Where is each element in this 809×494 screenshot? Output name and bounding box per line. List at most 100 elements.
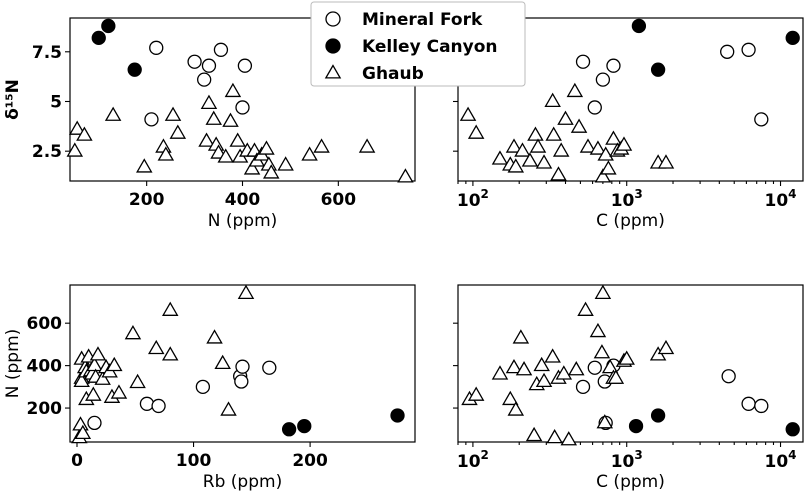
legend-label: Mineral Fork xyxy=(362,10,483,30)
x-tick-label: 200 xyxy=(292,451,328,471)
data-point-ghaub xyxy=(161,346,179,361)
x-tick-exponent: 4 xyxy=(788,448,796,462)
chart-panel-top-right: 102 103 104 C (ppm) xyxy=(453,17,804,231)
data-point-mineral-fork xyxy=(87,415,102,431)
data-point-ghaub xyxy=(512,329,530,344)
data-point-mineral-fork xyxy=(195,379,211,394)
data-point-ghaub xyxy=(657,154,675,169)
data-point-ghaub xyxy=(615,136,633,151)
data-point-mineral-fork xyxy=(587,100,602,115)
data-point-ghaub xyxy=(263,164,280,179)
data-point-ghaub xyxy=(505,138,523,153)
data-point-kelley-canyon xyxy=(631,18,647,34)
data-point-kelley-canyon xyxy=(91,30,106,46)
data-point-ghaub xyxy=(313,138,330,153)
x-tick-exponent: 2 xyxy=(481,187,489,201)
x-axis-label: C (ppm) xyxy=(596,472,665,492)
data-point-ghaub xyxy=(657,339,675,355)
data-point-ghaub xyxy=(68,120,86,135)
y-tick-label: 2.5 xyxy=(32,142,62,162)
data-point-ghaub xyxy=(533,356,550,372)
data-point-ghaub xyxy=(545,126,562,141)
legend-box xyxy=(310,1,526,87)
data-point-ghaub xyxy=(72,416,89,431)
y-tick-label: 200 xyxy=(27,399,63,419)
x-tick-label: 0 xyxy=(71,451,83,471)
data-point-ghaub xyxy=(552,142,570,157)
data-point-ghaub xyxy=(597,146,614,161)
x-tick-label: 102 xyxy=(457,448,489,472)
data-point-ghaub xyxy=(594,284,612,300)
plot-frame xyxy=(69,284,416,443)
data-point-ghaub xyxy=(169,124,187,139)
data-point-kelley-canyon xyxy=(297,418,312,434)
data-point-ghaub xyxy=(507,158,525,173)
data-point-mineral-fork xyxy=(144,112,159,127)
data-point-ghaub xyxy=(557,110,574,125)
data-point-ghaub xyxy=(104,106,122,121)
data-point-ghaub xyxy=(544,92,561,108)
data-point-ghaub xyxy=(198,132,215,147)
data-point-kelley-canyon xyxy=(785,30,800,46)
y-tick-label: 5 xyxy=(50,92,62,112)
data-point-ghaub xyxy=(589,140,607,155)
data-point-ghaub xyxy=(618,350,635,365)
data-point-ghaub xyxy=(243,160,261,175)
data-point-ghaub xyxy=(560,431,578,446)
data-point-ghaub xyxy=(491,150,509,165)
data-point-ghaub xyxy=(601,358,619,374)
data-point-mineral-fork xyxy=(754,112,769,127)
data-point-ghaub xyxy=(459,106,477,121)
x-tick-label: 400 xyxy=(225,190,261,210)
data-point-mineral-fork xyxy=(741,396,756,411)
x-tick-label: 102 xyxy=(457,187,489,211)
data-point-ghaub xyxy=(89,346,107,361)
legend-label: Ghaub xyxy=(362,64,424,84)
data-point-mineral-fork xyxy=(587,360,602,375)
data-point-ghaub xyxy=(129,373,146,389)
data-point-ghaub xyxy=(110,384,128,399)
x-tick-label: 103 xyxy=(611,187,643,211)
legend-marker-circle xyxy=(325,38,341,54)
chart-panel-bottom-left: 0 100 200 200 400 600 Rb (ppm) N (ppm) xyxy=(3,284,416,492)
data-point-ghaub xyxy=(515,361,533,376)
y-tick-label: 600 xyxy=(27,314,63,334)
data-point-ghaub xyxy=(76,126,93,141)
data-point-mineral-fork xyxy=(741,42,756,57)
data-point-ghaub xyxy=(85,386,102,401)
chart-panel-bottom-right: 102 103 104 C (ppm) xyxy=(453,284,804,492)
data-point-ghaub xyxy=(74,424,92,440)
data-point-ghaub xyxy=(467,386,485,401)
data-point-mineral-fork xyxy=(139,396,155,411)
data-point-ghaub xyxy=(577,301,594,316)
data-point-ghaub xyxy=(579,138,597,153)
data-point-ghaub xyxy=(222,112,239,127)
data-point-mineral-fork xyxy=(213,42,229,57)
data-point-ghaub xyxy=(568,361,585,376)
data-point-ghaub xyxy=(277,156,294,171)
data-point-kelley-canyon xyxy=(785,422,800,437)
data-point-mineral-fork xyxy=(595,72,611,87)
data-point-ghaub xyxy=(593,344,611,359)
data-point-ghaub xyxy=(529,138,547,153)
data-point-ghaub xyxy=(217,148,234,163)
data-point-ghaub xyxy=(73,372,90,388)
data-point-ghaub xyxy=(397,168,414,183)
data-point-mineral-fork xyxy=(151,398,166,414)
legend-marker-triangle xyxy=(324,64,342,79)
data-point-kelley-canyon xyxy=(650,62,666,77)
x-tick-exponent: 3 xyxy=(634,448,642,462)
data-point-ghaub xyxy=(237,284,255,300)
data-point-ghaub xyxy=(136,158,153,173)
data-point-ghaub xyxy=(605,130,622,145)
data-point-ghaub xyxy=(507,401,525,416)
x-tick-label: 600 xyxy=(321,190,357,210)
data-point-ghaub xyxy=(224,82,242,98)
data-point-ghaub xyxy=(491,365,509,380)
data-point-mineral-fork xyxy=(235,100,250,115)
chart-panel-top-left: 200 400 600 2.5 5 7.5 N (ppm) δ¹⁵N xyxy=(3,17,416,231)
data-point-ghaub xyxy=(148,339,165,355)
data-point-ghaub xyxy=(66,142,84,157)
data-point-ghaub xyxy=(527,126,544,141)
